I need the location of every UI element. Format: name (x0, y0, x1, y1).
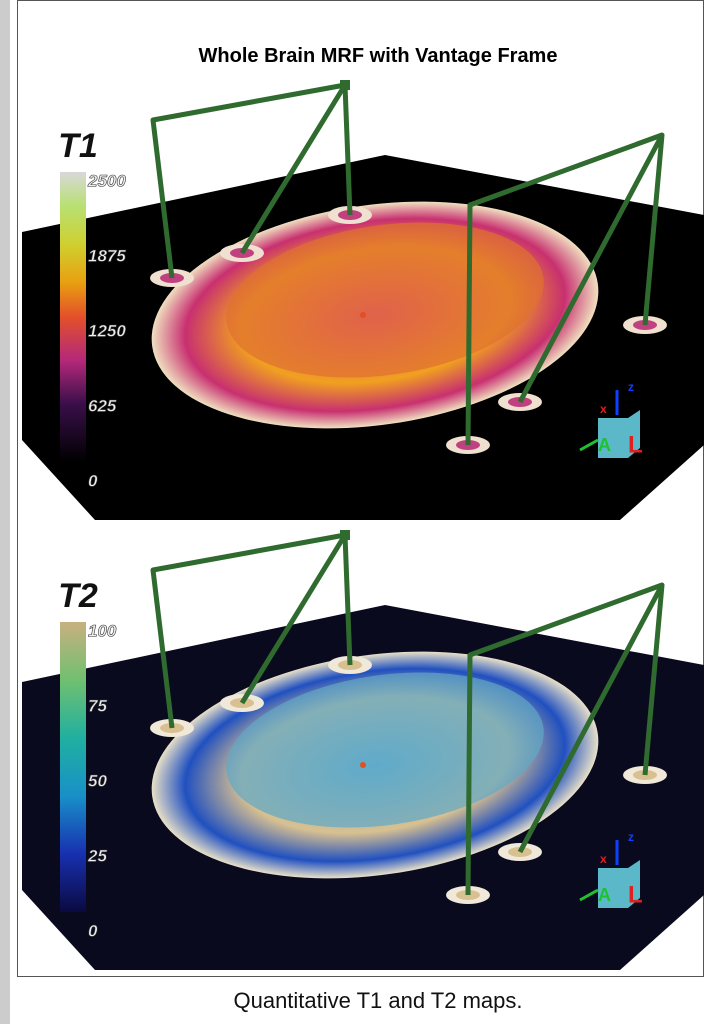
panel-label: T2 (58, 577, 98, 615)
orientation-label: x (600, 402, 607, 416)
orientation-label: A (598, 435, 611, 455)
colorbar-tick-label: 25 (87, 846, 107, 865)
colorbar-tick-label: 2500 (87, 171, 126, 190)
orientation-label: L (628, 431, 643, 458)
orientation-label: L (628, 881, 643, 908)
colorbar-tick-label: 50 (88, 771, 107, 790)
colorbar-tick-label: 100 (88, 621, 117, 640)
figure: Whole Brain MRF with Vantage Frame zxALT… (0, 0, 711, 1024)
colorbar-tick-label: 75 (88, 696, 107, 715)
center-dot (360, 312, 366, 318)
colorbar (60, 622, 86, 912)
colorbar (60, 172, 86, 462)
center-dot (360, 762, 366, 768)
caption: Quantitative T1 and T2 maps. (233, 988, 522, 1013)
frame-hub (340, 530, 350, 540)
orientation-label: A (598, 885, 611, 905)
orientation-label: z (628, 380, 634, 394)
side-strip (0, 0, 10, 1024)
colorbar-tick-label: 0 (88, 471, 98, 490)
orientation-label: x (600, 852, 607, 866)
frame-hub (340, 80, 350, 90)
colorbar-tick-label: 625 (88, 396, 117, 415)
colorbar-tick-label: 0 (88, 921, 98, 940)
panel-label: T1 (58, 127, 98, 165)
colorbar-tick-label: 1875 (88, 246, 126, 265)
title: Whole Brain MRF with Vantage Frame (199, 45, 558, 67)
orientation-label: z (628, 830, 634, 844)
colorbar-tick-label: 1250 (88, 321, 126, 340)
